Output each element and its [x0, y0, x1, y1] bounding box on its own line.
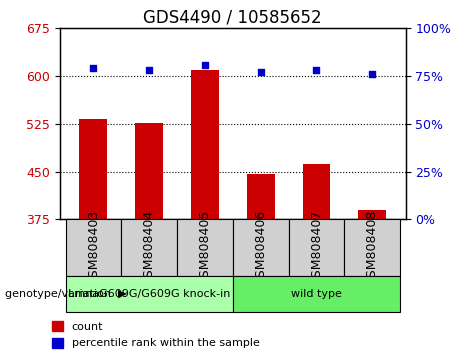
Bar	[135, 122, 163, 219]
Bar	[177, 219, 233, 276]
Bar	[121, 219, 177, 276]
Point	[201, 62, 209, 68]
Legend: count, percentile rank within the sample: count, percentile rank within the sample	[52, 321, 260, 348]
Bar	[65, 276, 233, 312]
Text: GSM808408: GSM808408	[366, 210, 379, 286]
Bar	[289, 219, 344, 276]
Point	[313, 68, 320, 73]
Point	[257, 69, 264, 75]
Bar	[247, 173, 275, 219]
Text: GSM808407: GSM808407	[310, 210, 323, 286]
Text: LmnaG609G/G609G knock-in: LmnaG609G/G609G knock-in	[68, 289, 230, 299]
Bar	[191, 70, 219, 219]
Bar	[233, 276, 400, 312]
Text: wild type: wild type	[291, 289, 342, 299]
Bar	[358, 210, 386, 219]
Point	[368, 72, 376, 77]
Point	[90, 65, 97, 71]
Bar	[233, 219, 289, 276]
Title: GDS4490 / 10585652: GDS4490 / 10585652	[143, 9, 322, 27]
Text: GSM808405: GSM808405	[198, 210, 212, 286]
Text: GSM808406: GSM808406	[254, 210, 267, 286]
Bar	[65, 219, 121, 276]
Text: genotype/variation  ▶: genotype/variation ▶	[5, 289, 126, 299]
Text: GSM808403: GSM808403	[87, 210, 100, 286]
Bar	[302, 164, 331, 219]
Bar	[344, 219, 400, 276]
Text: GSM808404: GSM808404	[142, 210, 156, 286]
Point	[146, 68, 153, 73]
Bar	[79, 119, 107, 219]
